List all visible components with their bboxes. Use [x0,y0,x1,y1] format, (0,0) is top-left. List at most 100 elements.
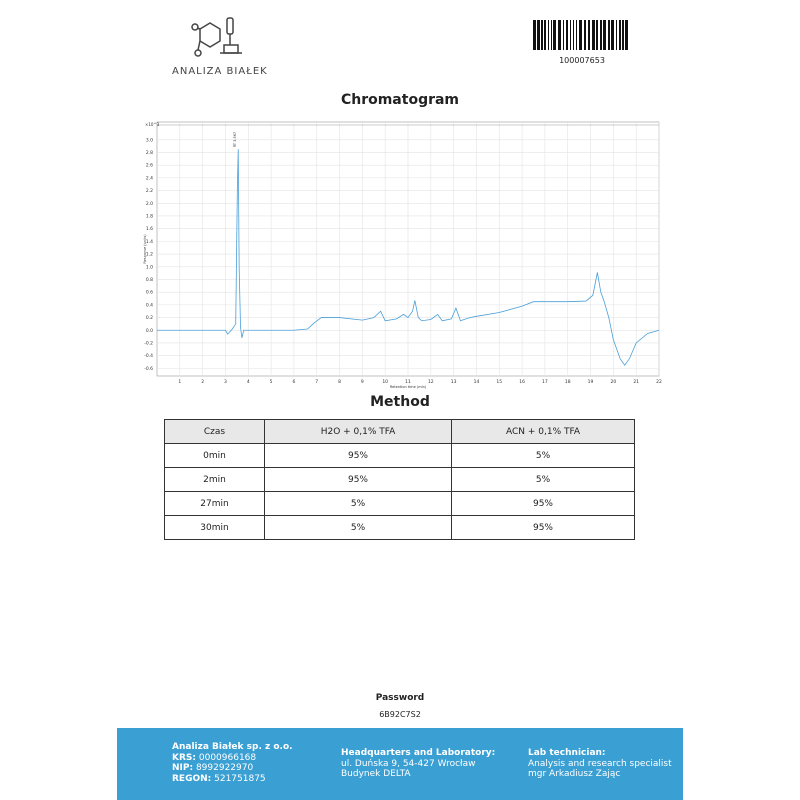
cell: 95% [451,515,635,540]
barcode-bar [592,20,595,50]
x-tick-label: 15 [496,379,502,385]
x-tick-label: 9 [361,379,364,385]
company-name: Analiza Białek sp. z o.o. [172,742,293,752]
barcode-bar [600,20,602,50]
cell: 5% [451,443,635,468]
barcode-bar [573,20,574,50]
label: KRS: [172,752,196,763]
barcode-bar [551,20,552,50]
password-value: 6B92C7S2 [379,710,421,719]
table-header: Czas H2O + 0,1% TFA ACN + 0,1% TFA [164,419,635,444]
x-tick-label: 4 [247,379,250,385]
barcode-bar [603,20,606,50]
x-axis-label: Retention time (min) [390,385,427,389]
barcode-bar [541,20,543,50]
y-tick-label: -0.2 [144,340,153,346]
barcode-bar [584,20,586,50]
y-tick-label: -0.4 [144,353,153,359]
y-tick-label: 1.0 [146,264,153,270]
value: 521751875 [214,773,266,784]
x-tick-label: 17 [542,379,548,385]
y-tick-label: 0.0 [146,328,153,334]
table-row: 0min 95% 5% [164,443,635,468]
y-tick-label: 2.8 [146,150,153,156]
cell: 27min [164,491,265,516]
x-tick-label: 7 [315,379,318,385]
x-tick-label: 21 [633,379,639,385]
y-tick-label: 0.4 [146,302,153,308]
x-tick-label: 14 [474,379,480,385]
y-tick-label: 2.4 [146,175,153,181]
label: NIP: [172,763,194,773]
x-tick-label: 11 [405,379,411,385]
x-tick-label: 10 [382,379,388,385]
x-tick-label: 12 [428,379,434,385]
barcode-bar [608,20,610,50]
barcode-bar [544,20,546,50]
x-tick-label: 3 [224,379,227,385]
barcode-bar [553,20,556,50]
x-tick-label: 19 [588,379,594,385]
x-tick-label: 8 [338,379,341,385]
lab-info: Lab technician: Analysis and research sp… [528,748,672,780]
y-axis-label: Response (units) [143,234,147,264]
cell: 2min [164,467,265,492]
lab-title: Lab technician: [528,748,606,758]
y-tick-label: 2.2 [146,188,153,194]
y-tick-label: 3.0 [146,137,153,143]
label: REGON: [172,773,212,784]
cell: 95% [451,491,635,516]
barcode-bar [596,20,598,50]
barcode-bar [616,20,617,50]
method-table: Czas H2O + 0,1% TFA ACN + 0,1% TFA 0min 9… [164,419,635,540]
value: 8992922970 [195,763,254,773]
value: 0000966168 [198,752,257,763]
barcode-bar [570,20,571,50]
x-tick-label: 20 [610,379,616,385]
x-tick-label: 16 [519,379,525,385]
x-tick-label: 1 [178,379,181,385]
y-tick-label: 2.6 [146,163,153,169]
x-tick-label: 6 [292,379,295,385]
barcode-number: 100007653 [559,56,605,65]
y-tick-label: 0.2 [146,315,153,321]
password-label: Password [375,693,425,703]
barcode-bar [579,20,582,50]
signal-line [157,149,660,366]
header-cell: ACN + 0,1% TFA [451,419,635,444]
x-tick-label: 18 [565,379,571,385]
header-cell: Czas [164,419,265,444]
peak-annotation: RT 3.567 [233,132,237,147]
header-cell: H2O + 0,1% TFA [264,419,452,444]
barcode-bar [576,20,577,50]
barcode-bar [566,20,568,50]
hq-title: Headquarters and Laboratory: [341,748,496,758]
cell: 30min [164,515,265,540]
table-row: 2min 95% 5% [164,467,635,492]
y-tick-label: 2.0 [146,201,153,207]
barcode-bar [622,20,624,50]
y-tick-label: 0.6 [146,290,153,296]
lab-name: mgr Arkadiusz Zając [528,769,621,779]
x-tick-label: 2 [201,379,204,385]
cell: 95% [264,443,452,468]
barcode-bar [548,20,549,50]
barcode-bar [588,20,590,50]
address: ul. Duńska 9, 54-427 Wrocław [341,758,476,769]
hq-info: Headquarters and Laboratory: ul. Duńska … [341,748,495,780]
footer: Analiza Białek sp. z o.o. KRS: 000096616… [117,728,683,800]
barcode-bar [619,20,621,50]
section-title: Method [370,394,430,410]
y-tick-label: -0.6 [144,366,153,372]
lab-role: Analysis and research specialist [528,758,672,769]
address: Budynek DELTA [341,769,411,779]
barcode-bar [563,20,564,50]
barcode [533,20,628,50]
barcode-bar [537,20,540,50]
barcode-bar [611,20,614,50]
y-tick-label: 1.2 [146,252,153,258]
logo-text: ANALIZA BIAŁEK [172,66,268,77]
cell: 5% [264,491,452,516]
barcode-bar [533,20,536,50]
